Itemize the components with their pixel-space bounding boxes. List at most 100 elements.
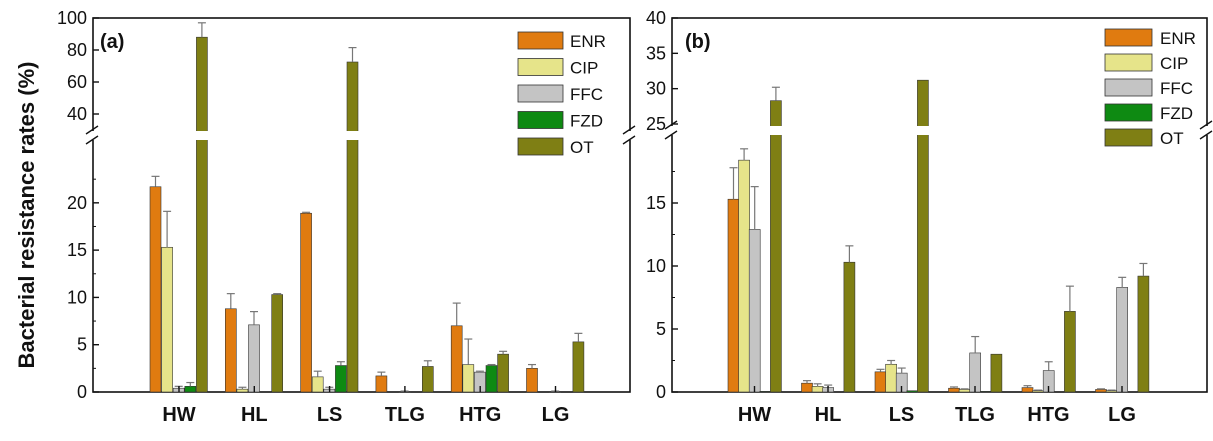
- bar-enr: [149, 186, 162, 393]
- x-category-label: HL: [241, 404, 268, 426]
- axis-break-mark: [622, 135, 636, 145]
- axis-break-mark: [85, 135, 99, 145]
- axis-break-mark: [664, 130, 678, 140]
- bar-enr: [225, 308, 237, 393]
- bar-ot: [421, 366, 434, 393]
- y-tick-label: 30: [646, 79, 666, 99]
- y-tick-label: 10: [646, 256, 666, 276]
- axis-break-gap: [626, 131, 634, 140]
- y-tick-label: 5: [656, 319, 666, 339]
- plot-frame: [92, 17, 631, 393]
- axis-break-mark: [622, 125, 636, 135]
- bar-ot: [572, 341, 585, 393]
- plot-frame: [671, 17, 1208, 393]
- y-tick-label: 35: [646, 43, 666, 63]
- legend-swatch: [517, 31, 564, 50]
- bar-ffc: [1116, 287, 1128, 393]
- bar-cip: [161, 246, 173, 393]
- bar-fzd: [184, 386, 197, 393]
- axis-break-mark: [1199, 130, 1213, 140]
- bar-fzd: [906, 390, 919, 393]
- bar-break-gap: [769, 126, 783, 135]
- legend-swatch: [1104, 28, 1153, 47]
- x-category-label: LG: [542, 404, 570, 426]
- bar-cip: [462, 364, 475, 393]
- legend-swatch: [517, 84, 564, 103]
- bar-enr: [300, 212, 312, 393]
- bar-cip: [811, 386, 824, 393]
- chart-panel-a: 0 5 10 15 20 40 60 80 100 HW HL LS TLG HTG LG (a) ENR CIP…: [57, 8, 636, 426]
- axis-break-gap: [668, 126, 676, 135]
- chart-panel-b: 0 5 10 15 25 30 35 40 HW HL LS TLG HTG LG (b) ENR CIP FFC…: [646, 8, 1213, 426]
- bar-enr: [874, 371, 887, 393]
- x-category-label: HW: [738, 404, 771, 426]
- legend-label: ENR: [570, 32, 606, 51]
- axis-break-mark: [85, 125, 99, 135]
- bar-ot: [917, 79, 929, 393]
- y-tick-label: 0: [77, 382, 87, 402]
- x-category-label: TLG: [385, 404, 425, 426]
- legend-label: FFC: [570, 85, 603, 104]
- bar-ot: [770, 100, 782, 393]
- legend-label: CIP: [1160, 54, 1188, 73]
- bar-ot: [990, 353, 1003, 393]
- y-tick-label: 40: [646, 8, 666, 28]
- bar-break-gap: [916, 126, 930, 135]
- y-tick-label: 15: [67, 240, 87, 260]
- bar-cip: [1032, 390, 1044, 393]
- legend-label: OT: [1160, 129, 1184, 148]
- x-category-label: HTG: [459, 404, 501, 426]
- bar-ot: [497, 353, 509, 393]
- panel-label: (b): [685, 31, 711, 53]
- x-category-label: HW: [162, 404, 195, 426]
- legend-label: FZD: [1160, 104, 1193, 123]
- y-tick-label: 80: [67, 40, 87, 60]
- y-tick-label: 5: [77, 335, 87, 355]
- bar-enr: [526, 368, 538, 393]
- x-category-label: LG: [1108, 404, 1136, 426]
- axis-break-mark: [664, 120, 678, 130]
- bar-fzd: [979, 391, 992, 393]
- y-tick-label: 40: [67, 104, 87, 124]
- y-tick-label: 25: [646, 114, 666, 134]
- legend-swatch: [517, 58, 564, 76]
- legend-swatch: [1104, 103, 1153, 122]
- bar-enr: [801, 382, 813, 393]
- legend-swatch: [517, 111, 564, 129]
- bar-ffc: [748, 229, 761, 393]
- x-category-label: HTG: [1027, 404, 1069, 426]
- bar-cip: [1105, 390, 1118, 393]
- bar-break-gap: [346, 131, 359, 140]
- bar-cip: [738, 159, 750, 393]
- legend-swatch: [517, 137, 564, 156]
- bar-enr: [727, 198, 740, 393]
- bar-ot: [346, 61, 359, 393]
- legend-swatch: [1104, 78, 1153, 97]
- y-tick-label: 0: [656, 382, 666, 402]
- bar-cip: [311, 376, 324, 393]
- y-tick-label: 15: [646, 193, 666, 213]
- x-category-label: HL: [815, 404, 842, 426]
- axis-break-gap: [89, 131, 97, 140]
- axis-break-gap: [1203, 126, 1211, 135]
- x-category-label: LS: [889, 404, 915, 426]
- bar-ot: [271, 294, 284, 393]
- y-tick-label: 60: [67, 72, 87, 92]
- legend-label: OT: [570, 138, 594, 157]
- x-category-label: LS: [317, 404, 343, 426]
- bar-enr: [948, 387, 960, 393]
- x-category-label: TLG: [955, 404, 995, 426]
- bar-cip: [885, 363, 897, 393]
- bar-fzd: [485, 365, 498, 393]
- y-axis-label: Bacterial resistance rates (%): [14, 62, 39, 369]
- bar-enr: [1021, 387, 1034, 393]
- bar-cip: [958, 389, 971, 393]
- y-tick-label: 100: [57, 8, 87, 28]
- y-tick-label: 20: [67, 193, 87, 213]
- bar-cip: [236, 388, 249, 393]
- legend-label: FZD: [570, 112, 603, 131]
- legend-label: FFC: [1160, 79, 1193, 98]
- axis-break-mark: [1199, 120, 1213, 130]
- bar-ot: [843, 261, 856, 393]
